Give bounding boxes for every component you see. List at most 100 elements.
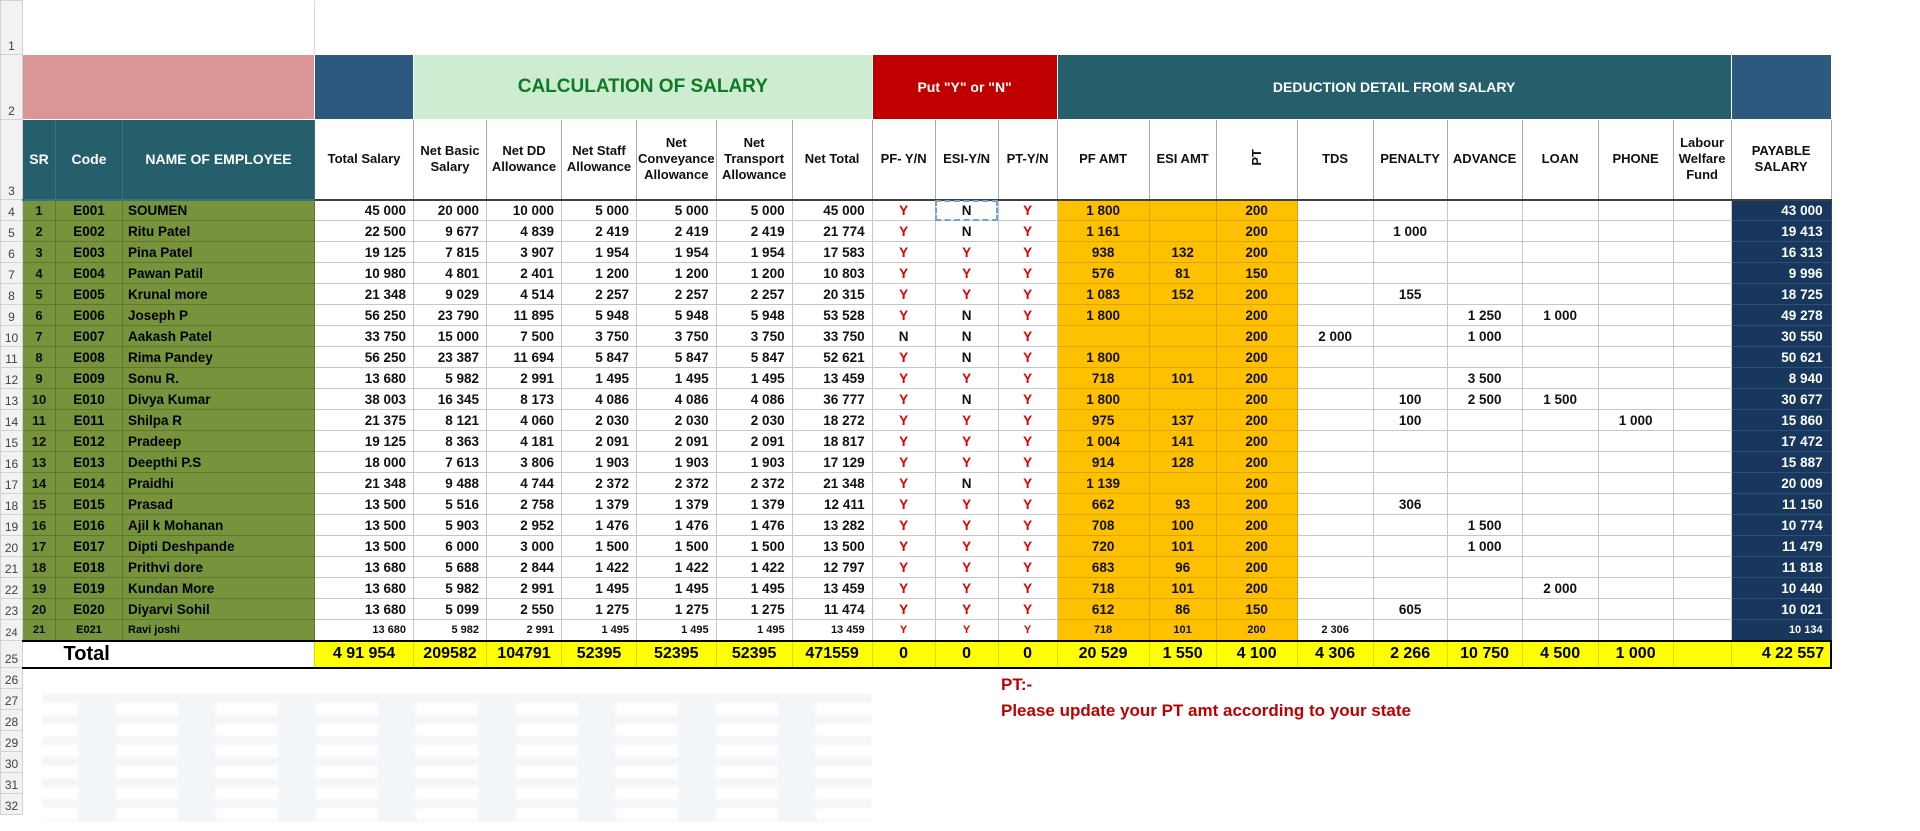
cell-pf-yn[interactable]: Y bbox=[871, 388, 936, 410]
cell-total-salary[interactable]: 13 500 bbox=[314, 535, 414, 557]
cell-net-dd-allowance[interactable]: 4 744 bbox=[486, 472, 562, 494]
cell-penalty[interactable]: 306 bbox=[1372, 493, 1448, 515]
cell-esi-amt[interactable]: 132 bbox=[1148, 241, 1217, 263]
cell-pt-amt[interactable]: 200 bbox=[1215, 241, 1298, 263]
cell-payable-salary[interactable]: 11 818 bbox=[1730, 556, 1832, 578]
cell-net-dd-allowance[interactable]: 4 514 bbox=[486, 283, 562, 305]
cell-net-transport-allowance[interactable]: 4 086 bbox=[715, 388, 793, 410]
column-header-loan[interactable]: LOAN bbox=[1521, 119, 1599, 201]
cell-loan[interactable] bbox=[1521, 283, 1599, 305]
cell-tds[interactable] bbox=[1296, 577, 1374, 599]
cell-esi-yn[interactable]: N bbox=[934, 199, 999, 221]
cell-net-transport-allowance[interactable]: 1 422 bbox=[715, 556, 793, 578]
cell-net-total[interactable]: 52 621 bbox=[791, 346, 873, 368]
cell-penalty[interactable] bbox=[1372, 304, 1448, 326]
cell-labour-welfare-fund[interactable] bbox=[1672, 556, 1732, 578]
cell-code[interactable]: E014 bbox=[55, 472, 123, 494]
cell-net-staff-allowance[interactable]: 1 495 bbox=[561, 619, 637, 641]
cell-payable-salary[interactable]: 17 472 bbox=[1730, 430, 1832, 452]
cell-net-dd-allowance[interactable]: 4 839 bbox=[486, 220, 562, 242]
cell-pt-amt[interactable]: 200 bbox=[1215, 430, 1298, 452]
cell-code[interactable]: E002 bbox=[55, 220, 123, 242]
cell-pf-amt[interactable]: 720 bbox=[1056, 535, 1150, 557]
column-header-net-basic-salary[interactable]: Net Basic Salary bbox=[413, 119, 487, 201]
cell-esi-yn[interactable]: Y bbox=[934, 409, 999, 431]
cell-net-staff-allowance[interactable]: 5 948 bbox=[561, 304, 637, 326]
cell-sr[interactable]: 16 bbox=[22, 514, 56, 536]
cell-net-conveyance-allowance[interactable]: 2 030 bbox=[636, 409, 717, 431]
cell-net-staff-allowance[interactable]: 1 200 bbox=[561, 262, 637, 284]
row-header[interactable]: 5 bbox=[0, 220, 23, 242]
cell-pt-yn[interactable]: Y bbox=[997, 451, 1058, 473]
cell-phone[interactable] bbox=[1597, 535, 1674, 557]
cell-esi-amt[interactable]: 152 bbox=[1148, 283, 1217, 305]
cell-esi-amt[interactable] bbox=[1148, 472, 1217, 494]
cell-net-basic-salary[interactable]: 20 000 bbox=[413, 199, 487, 221]
cell-net-staff-allowance[interactable]: 4 086 bbox=[561, 388, 637, 410]
cell-pf-yn[interactable]: Y bbox=[871, 451, 936, 473]
cell-loan[interactable] bbox=[1521, 619, 1599, 641]
cell-penalty[interactable]: 155 bbox=[1372, 283, 1448, 305]
column-header-sr[interactable]: SR bbox=[22, 119, 56, 201]
cell-advance[interactable]: 1 250 bbox=[1446, 304, 1523, 326]
cell-net-transport-allowance[interactable]: 1 495 bbox=[715, 367, 793, 389]
cell-sr[interactable]: 5 bbox=[22, 283, 56, 305]
cell-net-total[interactable]: 21 348 bbox=[791, 472, 873, 494]
cell-pt-amt[interactable]: 200 bbox=[1215, 388, 1298, 410]
cell-penalty[interactable] bbox=[1372, 556, 1448, 578]
cell-pt-yn[interactable]: Y bbox=[997, 619, 1058, 641]
row-header[interactable]: 2 bbox=[0, 54, 23, 120]
cell-net-staff-allowance[interactable]: 1 495 bbox=[561, 367, 637, 389]
cell-pt-yn[interactable]: Y bbox=[997, 220, 1058, 242]
cell-net-total[interactable]: 53 528 bbox=[791, 304, 873, 326]
cell-pt-amt[interactable]: 200 bbox=[1215, 577, 1298, 599]
cell-net-total[interactable]: 45 000 bbox=[791, 199, 873, 221]
cell-pt-yn[interactable]: Y bbox=[997, 472, 1058, 494]
cell-labour-welfare-fund[interactable] bbox=[1672, 283, 1732, 305]
cell-loan[interactable] bbox=[1521, 451, 1599, 473]
cell-code[interactable]: E007 bbox=[55, 325, 123, 347]
total-loan[interactable]: 4 500 bbox=[1521, 639, 1599, 669]
empty-cell[interactable] bbox=[22, 751, 1832, 773]
cell-loan[interactable] bbox=[1521, 220, 1599, 242]
cell-code[interactable]: E004 bbox=[55, 262, 123, 284]
cell-net-transport-allowance[interactable]: 1 954 bbox=[715, 241, 793, 263]
cell-advance[interactable] bbox=[1446, 598, 1523, 620]
cell-pf-amt[interactable] bbox=[1056, 325, 1150, 347]
cell-advance[interactable] bbox=[1446, 346, 1523, 368]
cell-net-conveyance-allowance[interactable]: 5 000 bbox=[636, 199, 717, 221]
cell-net-dd-allowance[interactable]: 2 991 bbox=[486, 577, 562, 599]
column-header-esi-yn[interactable]: ESI-Y/N bbox=[934, 119, 999, 201]
cell-pt-yn[interactable]: Y bbox=[997, 388, 1058, 410]
cell-pt-yn[interactable]: Y bbox=[997, 304, 1058, 326]
cell-advance[interactable] bbox=[1446, 577, 1523, 599]
cell-labour-welfare-fund[interactable] bbox=[1672, 304, 1732, 326]
total-net-total[interactable]: 471559 bbox=[791, 639, 873, 669]
cell-loan[interactable] bbox=[1521, 325, 1599, 347]
cell-esi-yn[interactable]: N bbox=[934, 304, 999, 326]
cell-total-salary[interactable]: 13 680 bbox=[314, 577, 414, 599]
cell-sr[interactable]: 13 bbox=[22, 451, 56, 473]
cell-net-staff-allowance[interactable]: 1 500 bbox=[561, 535, 637, 557]
cell-pf-amt[interactable]: 938 bbox=[1056, 241, 1150, 263]
cell-labour-welfare-fund[interactable] bbox=[1672, 409, 1732, 431]
cell-tds[interactable] bbox=[1296, 430, 1374, 452]
cell-pf-yn[interactable]: Y bbox=[871, 619, 936, 641]
cell-total-salary[interactable]: 19 125 bbox=[314, 241, 414, 263]
cell-net-conveyance-allowance[interactable]: 2 372 bbox=[636, 472, 717, 494]
cell-net-total[interactable]: 13 459 bbox=[791, 367, 873, 389]
cell-loan[interactable]: 1 000 bbox=[1521, 304, 1599, 326]
total-phone[interactable]: 1 000 bbox=[1597, 639, 1674, 669]
cell-net-conveyance-allowance[interactable]: 1 495 bbox=[636, 367, 717, 389]
cell-esi-yn[interactable]: Y bbox=[934, 514, 999, 536]
cell-net-basic-salary[interactable]: 4 801 bbox=[413, 262, 487, 284]
cell-advance[interactable]: 1 500 bbox=[1446, 514, 1523, 536]
cell-penalty[interactable] bbox=[1372, 367, 1448, 389]
cell-net-conveyance-allowance[interactable]: 1 476 bbox=[636, 514, 717, 536]
cell-payable-salary[interactable]: 9 996 bbox=[1730, 262, 1832, 284]
row-header[interactable]: 3 bbox=[0, 119, 23, 200]
cell-pf-yn[interactable]: Y bbox=[871, 367, 936, 389]
cell-penalty[interactable] bbox=[1372, 535, 1448, 557]
cell-esi-yn[interactable]: N bbox=[934, 346, 999, 368]
row-header[interactable]: 26 bbox=[0, 667, 23, 689]
